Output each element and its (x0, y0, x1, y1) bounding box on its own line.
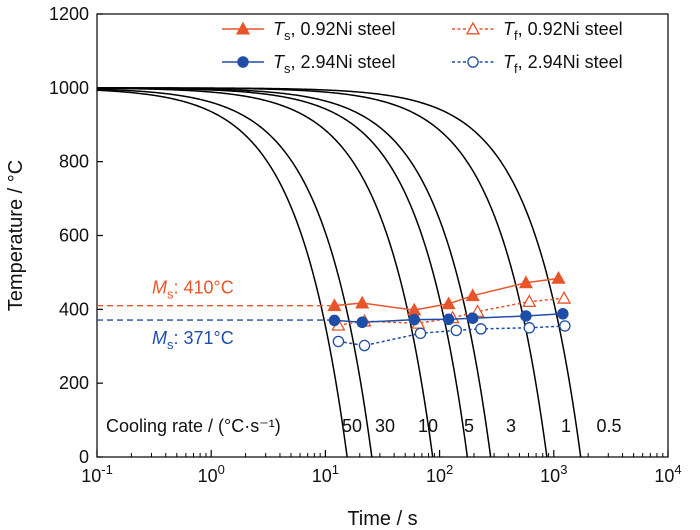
data-point (557, 308, 569, 320)
ms-label: Ms: 371°C (152, 328, 234, 352)
cooling-curve (96, 89, 348, 458)
legend: Ts, 0.92Ni steel Tf, 0.92Ni steel Ts, 2.94… (222, 19, 623, 76)
x-tick-label: 103 (540, 462, 567, 486)
x-tick-label: 101 (312, 462, 339, 486)
cooling-rate-title: Cooling rate / (°C·s⁻¹) (106, 416, 281, 436)
y-tick-label: 600 (59, 226, 89, 246)
data-point (356, 316, 368, 329)
cooling-curve (96, 87, 582, 458)
cooling-rate-label: 30 (375, 416, 395, 436)
data-point (358, 339, 371, 352)
cooling-curve (97, 87, 492, 458)
x-axis-title: Time / s (347, 508, 417, 530)
rate-labels: Cooling rate / (°C·s⁻¹) 50 30 10 5 3 1 0.5 (106, 416, 622, 436)
data-point (522, 294, 537, 308)
data-point (328, 314, 341, 327)
data-point (414, 327, 427, 340)
data-point (450, 324, 463, 337)
legend-label: Tf, 2.94Ni steel (503, 52, 623, 76)
data-point (559, 320, 571, 332)
data-point (475, 323, 487, 335)
data-point (327, 298, 342, 312)
y-tick-label: 400 (59, 299, 89, 319)
data-point (466, 312, 479, 324)
data-point (235, 21, 251, 35)
cooling-rate-label: 0.5 (596, 416, 621, 436)
legend-label: Ts, 0.92Ni steel (273, 19, 396, 43)
plot-frame (96, 13, 669, 458)
x-tick-label: 10-1 (81, 462, 113, 486)
y-tick-label: 1200 (49, 4, 89, 24)
data-point (355, 295, 370, 309)
y-axis-title: Temperature / °C (5, 160, 27, 311)
data-point (520, 310, 532, 322)
data-point (441, 296, 456, 310)
cooling-curve (96, 87, 434, 458)
data-point (408, 313, 421, 326)
data-series (327, 270, 572, 352)
cooling-rate-label: 1 (561, 416, 571, 436)
cooling-rate-label: 3 (506, 416, 516, 436)
y-tick-label: 0 (79, 447, 89, 467)
x-tick-label: 100 (198, 462, 225, 486)
data-point (465, 288, 480, 302)
cooling-curve (97, 87, 548, 458)
cooling-rate-label: 5 (464, 416, 474, 436)
data-point (551, 270, 566, 284)
cooling-curve (96, 87, 469, 458)
legend-label: Ts, 2.94Ni steel (273, 52, 396, 76)
data-point (556, 290, 572, 304)
ms-label: Ms: 410°C (152, 278, 234, 302)
data-point (332, 335, 345, 348)
cooling-curve (96, 88, 373, 458)
y-tick-label: 800 (59, 152, 89, 172)
cooling-rate-label: 50 (342, 416, 362, 436)
y-tick-label: 200 (59, 373, 89, 393)
data-point (523, 322, 536, 334)
data-point (465, 21, 481, 35)
data-point (518, 275, 534, 289)
data-point (467, 56, 479, 68)
data-point (237, 56, 249, 68)
x-tick-label: 104 (654, 462, 681, 486)
cooling-rate-label: 10 (418, 416, 438, 436)
legend-label: Tf, 0.92Ni steel (503, 19, 623, 43)
ms-lines: Ms: 410°C Ms: 371°C (97, 278, 331, 352)
x-tick-label: 102 (426, 462, 453, 486)
y-tick-label: 1000 (49, 78, 89, 98)
data-point (442, 313, 455, 326)
cooling-curves (96, 87, 582, 458)
